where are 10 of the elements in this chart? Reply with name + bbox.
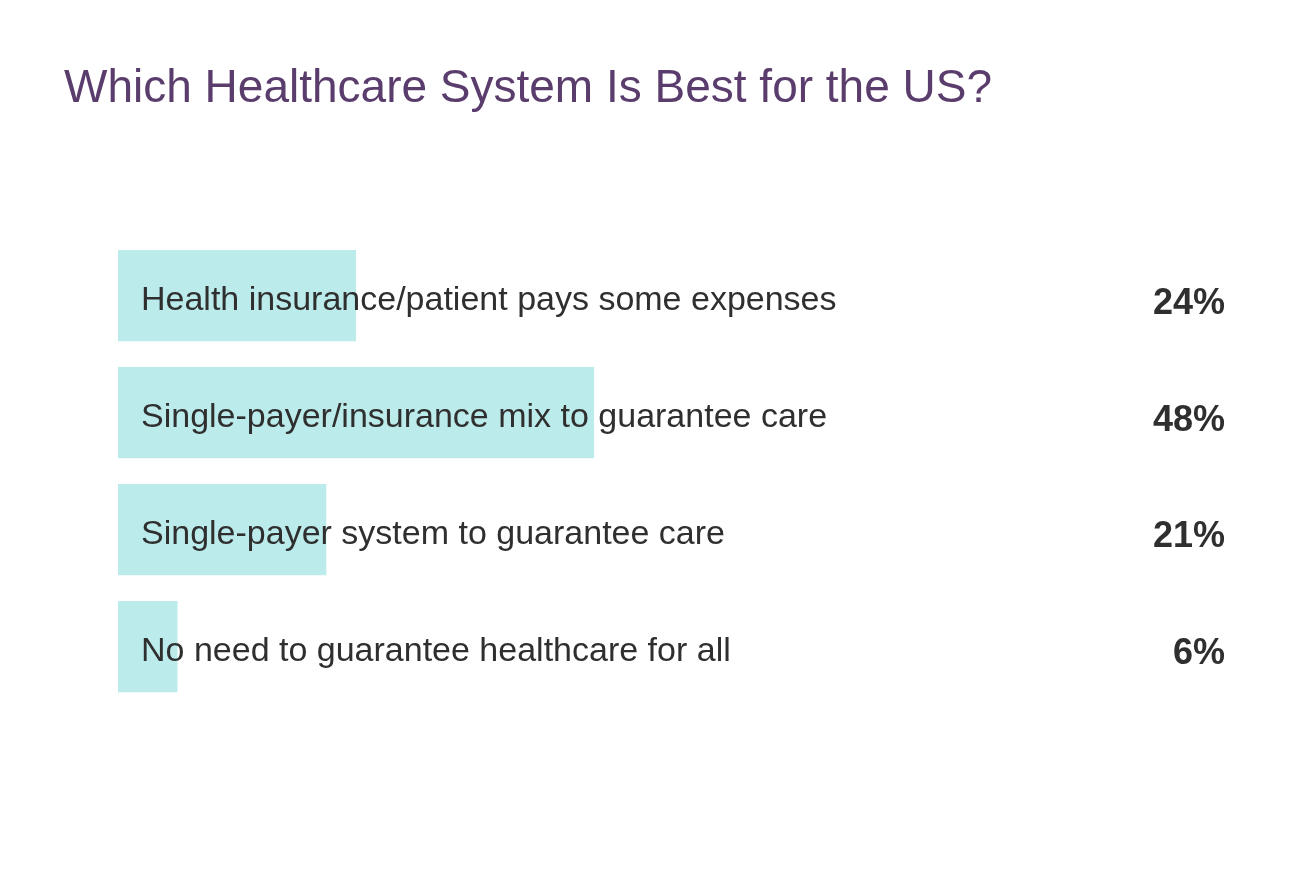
bar bbox=[118, 367, 595, 459]
data-label: 6% bbox=[1172, 631, 1225, 673]
y-tick-label: Single-payer system to guarantee care bbox=[141, 512, 725, 551]
chart-title: Which Healthcare System Is Best for the US? bbox=[64, 60, 993, 113]
data-label: 24% bbox=[1152, 280, 1225, 322]
y-tick-label: Single-payer/insurance mix to guarantee care bbox=[141, 396, 828, 434]
data-label: 48% bbox=[1152, 397, 1225, 439]
y-tick-label: No need to guarantee healthcare for all bbox=[141, 629, 731, 668]
y-tick-label: Health insurance/patient pays some expenses bbox=[141, 279, 837, 318]
data-label: 21% bbox=[1152, 514, 1225, 556]
